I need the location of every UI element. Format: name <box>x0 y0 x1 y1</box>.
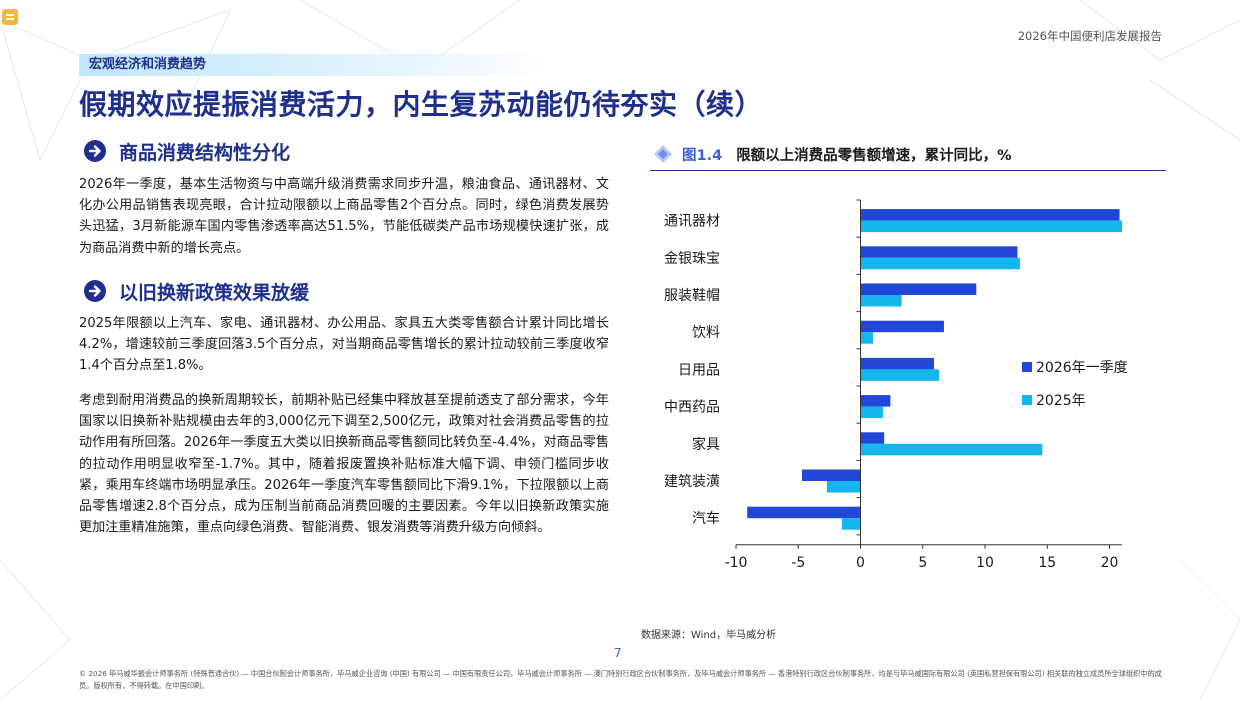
category-label: 家具 <box>692 436 720 453</box>
bar-series2 <box>860 257 1020 270</box>
x-tick-label: 0 <box>856 555 865 571</box>
figure-label: 图1.4 <box>682 147 723 164</box>
bar-series2 <box>841 518 861 530</box>
category-label: 汽车 <box>692 510 720 527</box>
category-label: 日用品 <box>678 362 720 378</box>
x-tick-label: 15 <box>1038 555 1056 571</box>
x-tick-label: -10 <box>725 555 748 571</box>
legend-label: 2026年一季度 <box>1036 360 1128 376</box>
paragraph-trade-in-growth: 2025年限额以上汽车、家电、通讯器材、办公用品、家具五大类零售额合计累计同比增… <box>79 316 609 374</box>
bar-series2 <box>860 406 883 419</box>
x-tick-label: 10 <box>976 555 994 571</box>
footer-copyright: © 2026 毕马威华振会计师事务所 (特殊普通合伙) — 中国合伙制会计师事务… <box>79 669 1162 690</box>
bar-series1 <box>860 395 891 407</box>
bar-series1 <box>801 469 861 481</box>
arrow-right-icon <box>84 280 106 302</box>
section-tag: 宏观经济和消费趋势 <box>79 54 549 76</box>
paragraph-trade-in-analysis: 考虑到耐用消费品的换新周期较长，前期补贴已经集中释放甚至提前透支了部分需求，今年… <box>79 393 609 536</box>
x-tick-label: 20 <box>1101 555 1119 571</box>
bar-series1 <box>860 246 1018 258</box>
legend-swatch <box>1022 395 1032 405</box>
subheading-text: 以旧换新政策效果放缓 <box>119 281 310 304</box>
bar-series2 <box>826 481 861 493</box>
x-tick-label: 5 <box>918 555 927 571</box>
bar-series2 <box>860 220 1122 233</box>
paragraph-consumption-structure: 2026年一季度，基本生活物资与中高端升级消费需求同步升温，粮油食品、通讯器材、… <box>79 177 609 256</box>
bar-series2 <box>860 332 873 344</box>
legend-swatch <box>1022 362 1032 372</box>
figure-title: 限额以上消费品零售额增速，累计同比，% <box>736 147 1012 164</box>
category-label: 通讯器材 <box>664 214 720 230</box>
category-label: 服装鞋帽 <box>664 288 720 304</box>
bar-series1 <box>747 506 861 519</box>
category-label: 建筑装潢 <box>664 474 720 490</box>
page-number: 7 <box>614 646 622 660</box>
arrow-right-icon <box>84 140 106 162</box>
data-source-note: 数据来源：Wind，毕马威分析 <box>641 630 777 641</box>
bar-series1 <box>860 320 944 333</box>
bar-series2 <box>860 295 902 307</box>
report-title: 2026年中国便利店发展报告 <box>1017 29 1162 43</box>
bar-series1 <box>860 432 885 444</box>
legend-label: 2025年 <box>1036 393 1086 409</box>
subheading-trade-in-policy: 以旧换新政策效果放缓 <box>84 278 309 304</box>
bar-series2 <box>860 369 939 381</box>
category-label: 饮料 <box>692 325 720 341</box>
page-title: 假期效应提振消费活力，内生复苏动能仍待夯实（续） <box>79 88 764 121</box>
diamond-icon <box>654 145 672 163</box>
bar-series2 <box>860 443 1043 456</box>
bar-series1 <box>860 209 1120 221</box>
category-label: 中西药品 <box>664 400 720 416</box>
category-label: 金银珠宝 <box>664 251 720 267</box>
bar-series1 <box>860 283 977 295</box>
x-tick-label: -5 <box>791 555 805 571</box>
bar-series1 <box>860 357 934 370</box>
subheading-text: 商品消费结构性分化 <box>119 141 291 164</box>
subheading-consumption-structure: 商品消费结构性分化 <box>84 138 290 164</box>
comment-icon[interactable] <box>2 9 18 25</box>
figure-header: 图1.4 限额以上消费品零售额增速，累计同比，% <box>650 138 1166 171</box>
